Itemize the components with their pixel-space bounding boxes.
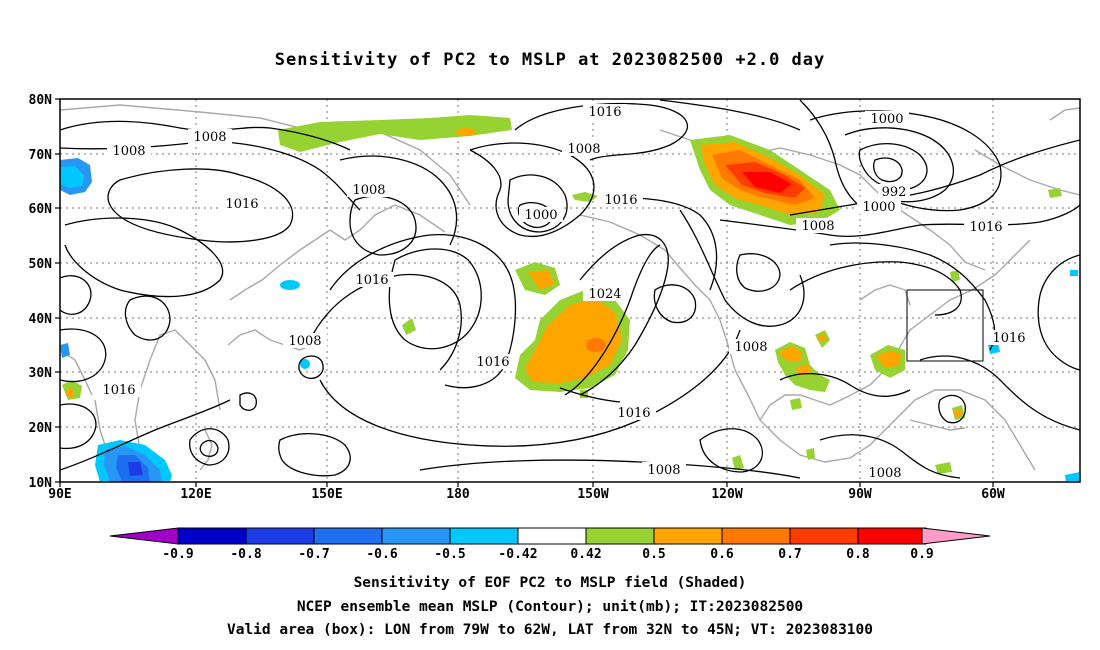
- colorbar-cell: [857, 527, 927, 545]
- contour-label: 1008: [801, 219, 834, 234]
- contour-label: 1000: [870, 112, 903, 127]
- caption-line-1: Sensitivity of EOF PC2 to MSLP field (Sh…: [353, 575, 747, 591]
- lat-label-70n: 70N: [29, 148, 53, 163]
- map-title: Sensitivity of PC2 to MSLP at 2023082500…: [274, 50, 826, 70]
- lat-label-60n: 60N: [29, 202, 53, 217]
- lat-label-10n: 10N: [29, 476, 53, 491]
- lon-label-120e: 120E: [180, 487, 211, 502]
- contour-label: 1024: [588, 287, 621, 302]
- contour-label: 1016: [588, 105, 621, 120]
- lon-label-150w: 150W: [577, 487, 608, 502]
- contour-label: 1016: [355, 273, 388, 288]
- contour-label: 1008: [193, 130, 226, 145]
- sensitivity-shading: [60, 115, 1080, 482]
- colorbar-cell: [585, 527, 655, 545]
- contour-label: 1008: [868, 466, 901, 481]
- lat-label-30n: 30N: [29, 366, 53, 381]
- contour-label: 1008: [288, 334, 321, 349]
- colorbar-cell: [721, 527, 791, 545]
- contour-label: 1008: [734, 340, 767, 355]
- colorbar-cell: [449, 527, 519, 545]
- colorbar-label: 0.9: [910, 547, 933, 562]
- map-plot-area: 1016 1008 1008 1008 1016 1000 1016 1008 …: [60, 99, 1080, 482]
- colorbar-right-triangle: [921, 527, 991, 545]
- contour-label: 1008: [567, 142, 600, 157]
- contour-label: 1016: [225, 197, 258, 212]
- colorbar-label: 0.6: [710, 547, 734, 562]
- mslp-contours: [60, 99, 1080, 479]
- longitude-labels: 90E 120E 150E 180 150W 120W 90W 60W: [48, 487, 1005, 502]
- colorbar-label: -0.7: [298, 547, 329, 562]
- contour-label: 1016: [476, 355, 509, 370]
- contour-label: 1000: [862, 200, 895, 215]
- colorbar-label: 0.42: [570, 547, 601, 562]
- colorbar-cell: [313, 527, 383, 545]
- colorbar-cells: [177, 527, 927, 545]
- contour-label: 1016: [617, 406, 650, 421]
- colorbar-label: -0.5: [434, 547, 465, 562]
- lon-label-90e: 90E: [48, 487, 71, 502]
- lon-label-120w: 120W: [711, 487, 742, 502]
- colorbar-left-triangle: [109, 527, 179, 545]
- contour-label: 1016: [102, 383, 135, 398]
- lon-label-150e: 150E: [311, 487, 342, 502]
- contour-label: 992: [882, 185, 907, 200]
- lon-label-60w: 60W: [981, 487, 1005, 502]
- contour-label: 1016: [992, 331, 1025, 346]
- lon-label-90w: 90W: [848, 487, 872, 502]
- contour-label: 1016: [604, 193, 637, 208]
- colorbar-cell: [177, 527, 247, 545]
- lon-label-180: 180: [446, 487, 470, 502]
- lat-label-20n: 20N: [29, 421, 53, 436]
- contour-labels: 1016 1008 1008 1008 1016 1000 1016 1008 …: [97, 104, 1031, 481]
- caption-line-3: Valid area (box): LON from 79W to 62W, L…: [226, 622, 873, 638]
- contour-label: 1016: [969, 220, 1002, 235]
- colorbar-label: -0.8: [230, 547, 261, 562]
- contour-label: 1008: [112, 144, 145, 159]
- coastlines: [60, 104, 1080, 479]
- colorbar-cell: [381, 527, 451, 545]
- colorbar-label: 0.8: [846, 547, 870, 562]
- colorbar-label: 0.7: [778, 547, 801, 562]
- valid-area-box: [906, 289, 984, 362]
- contour-label: 1008: [647, 463, 680, 478]
- colorbar-cell: [245, 527, 315, 545]
- colorbar: -0.9 -0.8 -0.7 -0.6 -0.5 -0.42 0.42 0.5 …: [109, 527, 991, 562]
- contour-label: 1000: [524, 208, 557, 223]
- caption-line-2: NCEP ensemble mean MSLP (Contour); unit(…: [296, 599, 804, 615]
- latitude-labels: 80N 70N 60N 50N 40N 30N 20N 10N: [29, 93, 53, 491]
- lat-label-80n: 80N: [29, 93, 53, 108]
- axis-ticks: [55, 98, 994, 487]
- colorbar-label: 0.5: [642, 547, 665, 562]
- colorbar-labels: -0.9 -0.8 -0.7 -0.6 -0.5 -0.42 0.42 0.5 …: [162, 547, 933, 562]
- map-frame: [59, 98, 1081, 483]
- colorbar-cell: [517, 527, 587, 545]
- lat-label-50n: 50N: [29, 257, 53, 272]
- colorbar-label: -0.9: [162, 547, 193, 562]
- lat-label-40n: 40N: [29, 312, 53, 327]
- colorbar-label: -0.6: [366, 547, 397, 562]
- colorbar-cell: [789, 527, 859, 545]
- colorbar-label: -0.42: [498, 547, 537, 562]
- colorbar-cell: [653, 527, 723, 545]
- contour-label: 1008: [352, 183, 385, 198]
